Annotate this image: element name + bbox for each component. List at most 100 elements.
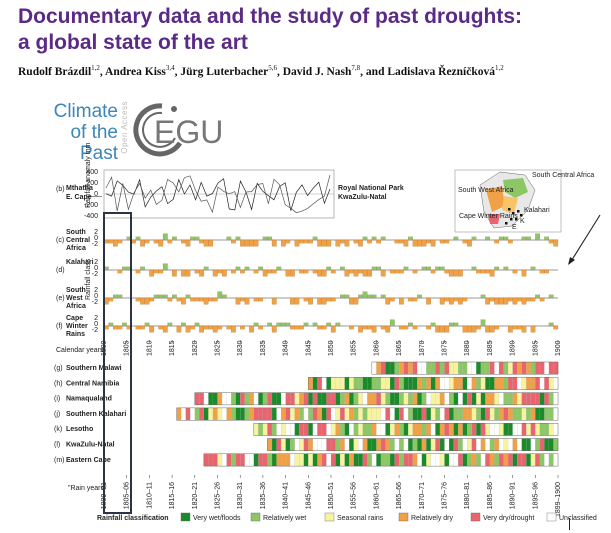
rainfall-class-cell xyxy=(235,453,241,467)
rainfall-class-bar xyxy=(471,266,477,271)
rainfall-class-cell xyxy=(344,423,350,436)
rainfall-class-bar xyxy=(294,325,300,330)
rainfall-class-bar xyxy=(317,297,322,305)
panel-region-name: Winter xyxy=(66,323,88,330)
panel-class-tick: -2 xyxy=(92,327,98,334)
rainfall-class-cell xyxy=(321,438,327,451)
rainfall-class-bar xyxy=(135,297,141,302)
rainfall-class-cell xyxy=(439,407,445,421)
rainfall-class-bar xyxy=(462,239,468,244)
panel-region-name: Cape xyxy=(66,315,83,322)
map-station-marker xyxy=(515,218,518,221)
panel-region-name: South xyxy=(66,229,86,236)
rainfall-class-cell xyxy=(312,377,318,390)
rainfall-class-cell xyxy=(212,453,218,467)
rainfall-class-cell xyxy=(376,438,382,451)
region-south-west-africa xyxy=(486,186,505,212)
rainfall-class-bar xyxy=(480,294,486,299)
inset-map xyxy=(454,169,562,233)
rainfall-class-cell xyxy=(240,392,246,406)
rainfall-class-bar xyxy=(267,269,273,274)
rainfall-class-cell xyxy=(435,361,441,375)
rainfall-class-cell xyxy=(476,453,482,467)
rainfall-class-bar xyxy=(194,297,200,302)
region-bar-frame xyxy=(253,423,559,436)
rainfall-class-bar xyxy=(321,297,327,305)
rainfall-class-bar xyxy=(421,239,427,247)
rainfall-class-cell xyxy=(426,423,432,436)
rainfall-class-bar xyxy=(226,236,232,241)
rainfall-class-bar xyxy=(458,269,463,277)
rainfall-class-cell xyxy=(489,361,495,375)
rainfall-class-cell xyxy=(485,453,491,467)
rainfall-class-bar xyxy=(317,239,322,247)
rainfall-class-cell xyxy=(476,392,482,406)
rainfall-class-cell xyxy=(203,453,209,467)
rainfall-class-cell xyxy=(544,438,550,451)
rainfall-class-cell xyxy=(349,423,355,436)
rainfall-class-cell xyxy=(290,423,295,436)
rainfall-class-cell xyxy=(526,377,532,390)
rainfall-class-bar xyxy=(553,325,559,330)
rainfall-class-cell xyxy=(439,453,445,467)
legend-label: Relatively wet xyxy=(263,515,306,522)
rainfall-class-cell xyxy=(435,407,441,421)
region-bar-frame xyxy=(176,407,559,421)
rainfall-class-cell xyxy=(530,377,536,390)
rainfall-class-bar xyxy=(185,325,191,333)
rainfall-class-bar xyxy=(294,239,300,247)
rainfall-class-bar xyxy=(140,325,145,330)
panel-class-tick: 2 xyxy=(94,229,98,236)
rainfall-class-cell xyxy=(344,392,350,406)
rainfall-class-cell xyxy=(403,438,409,451)
rainfall-class-bar xyxy=(376,239,382,244)
rainfall-class-cell xyxy=(548,453,554,467)
rainfall-class-cell xyxy=(453,407,459,421)
region-label: (i) xyxy=(54,396,60,403)
rainfall-class-bar xyxy=(135,325,141,330)
rainfall-class-cell xyxy=(544,361,550,375)
rainfall-class-bar xyxy=(503,236,509,241)
rainfall-class-cell xyxy=(458,407,463,421)
rainfall-class-cell xyxy=(349,377,355,390)
rainfall-class-bar xyxy=(317,269,322,277)
rainfall-class-cell xyxy=(294,438,300,451)
rainfall-class-cell xyxy=(462,392,468,406)
rainfall-class-cell xyxy=(231,453,236,467)
calendar-year-label: 1900 xyxy=(555,340,562,356)
rainfall-class-cell xyxy=(262,453,268,467)
rainfall-class-bar xyxy=(162,233,168,241)
panel-b-tick-label: 200 xyxy=(86,180,98,187)
rainfall-class-cell xyxy=(358,377,364,390)
rainfall-class-bar xyxy=(249,325,254,333)
rainfall-class-bar xyxy=(403,325,409,330)
rainfall-class-cell xyxy=(262,407,268,421)
region-name: KwaZulu-Natal xyxy=(66,442,115,449)
rainfall-class-cell xyxy=(498,377,504,390)
rainfall-class-cell xyxy=(498,423,504,436)
rainfall-class-cell xyxy=(467,361,473,375)
rainfall-class-cell xyxy=(535,377,541,390)
rainfall-class-bar xyxy=(113,239,118,247)
rainfall-class-bar xyxy=(489,269,495,277)
rainfall-class-bar xyxy=(530,297,536,302)
rainfall-class-cell xyxy=(394,423,400,436)
rainfall-class-cell xyxy=(535,438,541,451)
paper-title: Documentary data and the study of past d… xyxy=(18,4,578,56)
rainfall-class-bar xyxy=(439,297,445,305)
rainfall-class-cell xyxy=(553,392,559,406)
rainfall-class-bar xyxy=(399,269,404,274)
rainfall-class-cell xyxy=(276,407,282,421)
legend-swatch xyxy=(398,512,409,522)
rainfall-class-cell xyxy=(294,407,300,421)
rainfall-class-cell xyxy=(439,361,445,375)
rainfall-class-cell xyxy=(521,377,527,390)
rainfall-class-cell xyxy=(385,423,391,436)
rainfall-class-cell xyxy=(376,453,382,467)
panel-label: (e) xyxy=(56,295,65,302)
rainfall-class-cell xyxy=(303,453,309,467)
rainfall-class-cell xyxy=(503,392,509,406)
region-name: Central Namibia xyxy=(66,380,119,387)
rainfall-class-cell xyxy=(303,423,309,436)
rainfall-class-bar xyxy=(231,325,236,333)
